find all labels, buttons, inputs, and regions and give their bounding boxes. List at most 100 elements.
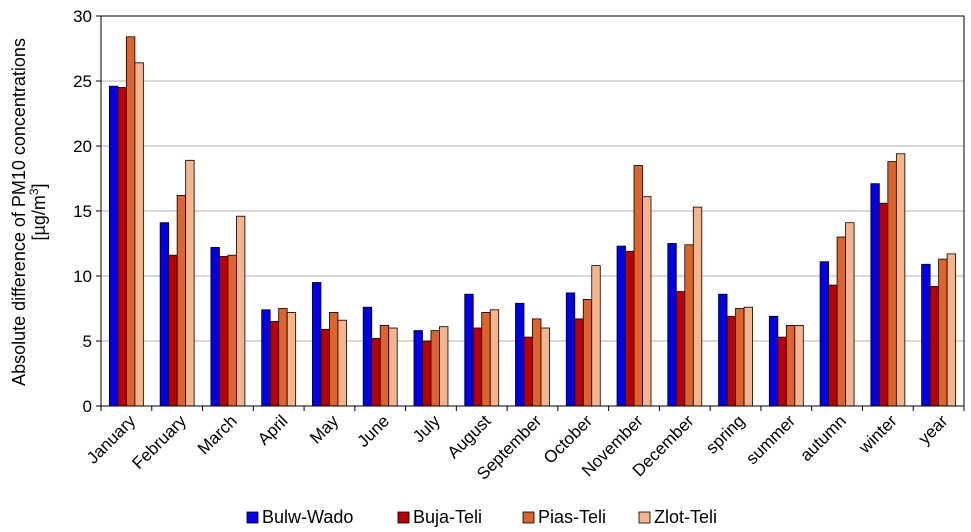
bar [481,311,491,407]
bar [675,291,686,407]
x-tick-label: year [915,411,952,448]
bar [667,243,677,407]
bar [845,222,855,407]
bar [379,324,390,407]
bars [108,36,957,407]
bar [625,250,635,407]
bar [125,36,136,407]
bar [819,261,829,407]
bar [210,246,220,407]
legend-label: Bulw-Wado [262,507,353,527]
legend-swatch [522,511,535,524]
bar [261,309,271,407]
bar [878,202,889,407]
y-axis-unit-superscript: 3 [27,188,41,195]
bar [828,284,838,407]
bar [464,293,474,407]
bar [269,321,280,407]
y-axis-unit: [µg/m3] [27,183,49,240]
legend-swatch [638,511,651,524]
legend-label: Pias-Teli [538,507,606,527]
bar [388,327,398,407]
y-tick-label: 5 [83,332,92,351]
bar [439,326,449,407]
bar [227,254,237,407]
y-tick-label: 10 [73,267,92,286]
bar [929,285,940,407]
bar [134,62,144,407]
bar [337,319,347,407]
y-axis-unit-prefix: [µg/m [29,195,49,240]
x-tick-label: May [306,411,342,447]
bar [185,159,195,407]
bar [117,87,127,407]
bar [236,215,246,407]
bar [489,309,500,407]
bar [743,306,753,407]
y-axis-unit-suffix: ] [29,183,49,188]
bar [430,330,440,407]
bar [591,265,601,407]
bar [684,244,694,407]
bar [108,85,119,407]
x-tick-label: winter [854,411,900,457]
bar [565,292,576,407]
bar [938,258,948,407]
legend-swatch [397,511,410,524]
bar [371,337,381,407]
bar [726,315,736,407]
bar [320,328,330,407]
bar [472,327,483,407]
x-tick-label: June [354,411,394,451]
bar [422,340,432,407]
y-tick-label: 30 [73,7,92,26]
bar [540,327,550,407]
x-tick-label: July [409,411,444,446]
x-tick-label: autumn [796,411,850,465]
bar [794,324,804,407]
bar [768,315,779,407]
bar [895,153,906,407]
bar [836,236,846,407]
x-tick-label: March [194,411,241,458]
bar [633,165,643,407]
bar [582,298,593,407]
bar [887,161,897,407]
bar [777,336,787,407]
bar [413,330,423,407]
bar [312,282,322,407]
x-tick-label: August [444,411,495,462]
bar [532,318,542,407]
y-axis-title: Absolute difference of PM10 concentratio… [9,38,29,386]
bar [616,245,626,407]
y-tick-labels: 0 5 10 15 20 25 30 [73,7,101,416]
x-tick-label: spring [702,411,748,457]
bar [176,194,187,407]
x-tick-label: February [128,411,190,473]
y-tick-label: 0 [83,397,92,416]
legend: Bulw-Wado Buja-Teli Pias-Teli Zlot-Teli [246,507,717,527]
x-tick-label: summer [742,411,799,468]
bar [362,306,373,407]
y-tick-label: 15 [73,202,92,221]
bar [946,253,957,407]
bar [574,318,584,407]
legend-label: Zlot-Teli [654,507,717,527]
bar [515,302,525,407]
bar [718,293,728,407]
y-tick-label: 25 [73,72,92,91]
bar [329,311,339,407]
bar [642,196,652,407]
bar [168,254,178,407]
bar [692,206,703,407]
bar [785,324,796,407]
legend-swatch [246,511,259,524]
x-tick-label: April [254,411,291,448]
bar [286,311,297,407]
bar [735,308,745,407]
bar [278,308,288,407]
bar [921,263,931,407]
y-tick-label: 20 [73,137,92,156]
